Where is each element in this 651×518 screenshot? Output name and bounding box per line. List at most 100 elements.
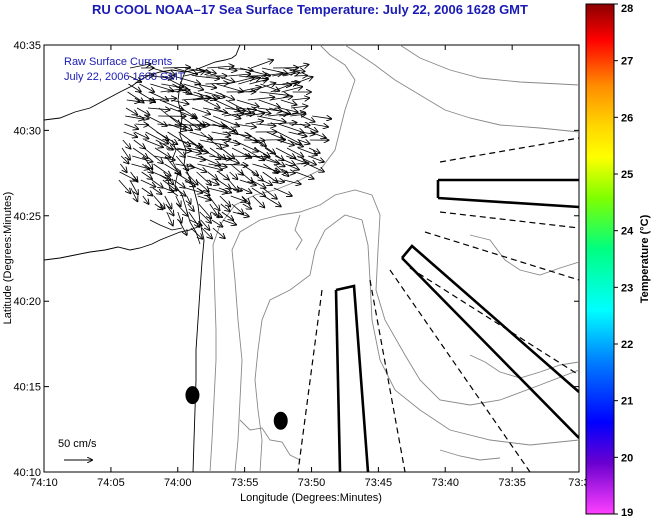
current-vector — [212, 227, 225, 238]
current-vector — [125, 116, 143, 119]
current-vector — [129, 179, 138, 194]
current-vector — [286, 147, 303, 157]
current-vector — [179, 115, 200, 130]
current-vector — [210, 211, 222, 217]
current-vector — [187, 155, 205, 160]
current-vector — [311, 124, 328, 127]
current-vector — [152, 187, 162, 194]
current-vector — [145, 131, 168, 144]
current-vector — [310, 131, 326, 138]
current-vector — [286, 155, 306, 163]
current-vector — [216, 83, 243, 92]
current-vector — [222, 131, 251, 136]
current-vector — [140, 75, 154, 76]
current-vector — [283, 179, 301, 184]
current-vector — [135, 124, 148, 125]
x-tick-label: 74:10 — [30, 477, 58, 489]
current-vector — [136, 116, 148, 119]
current-vector — [263, 195, 281, 206]
current-vector — [174, 171, 191, 182]
current-vector — [291, 98, 309, 100]
current-vector — [188, 139, 203, 151]
current-vector — [249, 79, 267, 85]
current-vector — [154, 155, 175, 160]
current-vector — [187, 147, 208, 153]
current-vector — [228, 74, 250, 76]
current-vector — [164, 195, 172, 209]
x-axis-label: Longitude (Degrees:Minutes) — [240, 492, 382, 504]
current-vector — [294, 65, 308, 68]
current-vector — [224, 113, 243, 116]
current-vector — [128, 83, 140, 92]
current-vector — [270, 82, 297, 93]
current-vector — [295, 171, 314, 179]
current-vector — [283, 73, 299, 77]
current-vector — [175, 155, 188, 170]
current-vector — [259, 91, 289, 95]
current-vector — [312, 116, 331, 119]
current-vector — [161, 83, 187, 89]
current-vector — [171, 90, 190, 92]
current-vector — [281, 87, 303, 93]
current-vector — [123, 131, 138, 137]
current-vector — [154, 203, 163, 209]
current-vector — [290, 114, 305, 116]
current-vector — [218, 171, 229, 180]
colorbar — [585, 3, 615, 515]
current-vector — [201, 124, 227, 127]
current-vector — [218, 187, 231, 193]
y-tick-label: 40:30 — [13, 125, 41, 137]
colorbar-tick-label: 27 — [621, 56, 633, 68]
current-vector — [308, 147, 320, 153]
current-vector — [272, 180, 284, 182]
current-vector — [154, 147, 170, 158]
current-vector — [276, 139, 294, 145]
current-vector — [118, 179, 131, 193]
current-vector — [194, 83, 216, 88]
current-vector — [142, 195, 149, 204]
current-vector — [277, 131, 301, 144]
current-vector — [176, 147, 201, 154]
current-vector — [200, 219, 210, 230]
current-vector — [183, 83, 203, 90]
plot-area — [43, 44, 580, 473]
current-vector — [244, 131, 266, 146]
y-tick-label: 40:20 — [13, 296, 41, 308]
current-vector — [285, 163, 298, 170]
colorbar-tick-label: 20 — [621, 452, 633, 464]
current-vector — [275, 147, 295, 158]
current-vector — [287, 139, 303, 147]
current-vector — [174, 187, 186, 196]
current-vector — [141, 171, 152, 179]
current-vector — [150, 83, 173, 91]
current-vector — [238, 78, 260, 85]
colorbar-tick-label: 26 — [621, 112, 633, 124]
current-vector — [152, 171, 171, 180]
current-vector — [246, 113, 264, 116]
current-vector — [151, 76, 172, 78]
current-vector — [134, 131, 149, 139]
current-vector — [122, 139, 131, 149]
current-vector — [240, 171, 253, 182]
current-vector — [217, 75, 234, 82]
y-tick-label: 40:25 — [13, 211, 41, 223]
y-axis-label: Latitude (Degrees:Minutes) — [2, 192, 14, 325]
current-vector — [120, 155, 128, 163]
current-vector — [289, 124, 309, 125]
current-vector — [129, 75, 141, 82]
current-vector — [187, 203, 194, 211]
current-vector — [132, 147, 148, 158]
current-vector — [189, 131, 212, 139]
current-vector — [221, 211, 233, 220]
current-vector — [126, 100, 140, 102]
current-vector — [142, 155, 152, 169]
current-vector — [168, 115, 192, 130]
current-vector — [159, 99, 184, 110]
colorbar-tick-label: 23 — [621, 282, 633, 294]
y-tick-label: 40:35 — [13, 40, 41, 52]
current-vector — [232, 211, 249, 216]
current-vector — [241, 163, 258, 175]
mooring-markers — [185, 386, 288, 430]
current-vector — [120, 163, 126, 172]
